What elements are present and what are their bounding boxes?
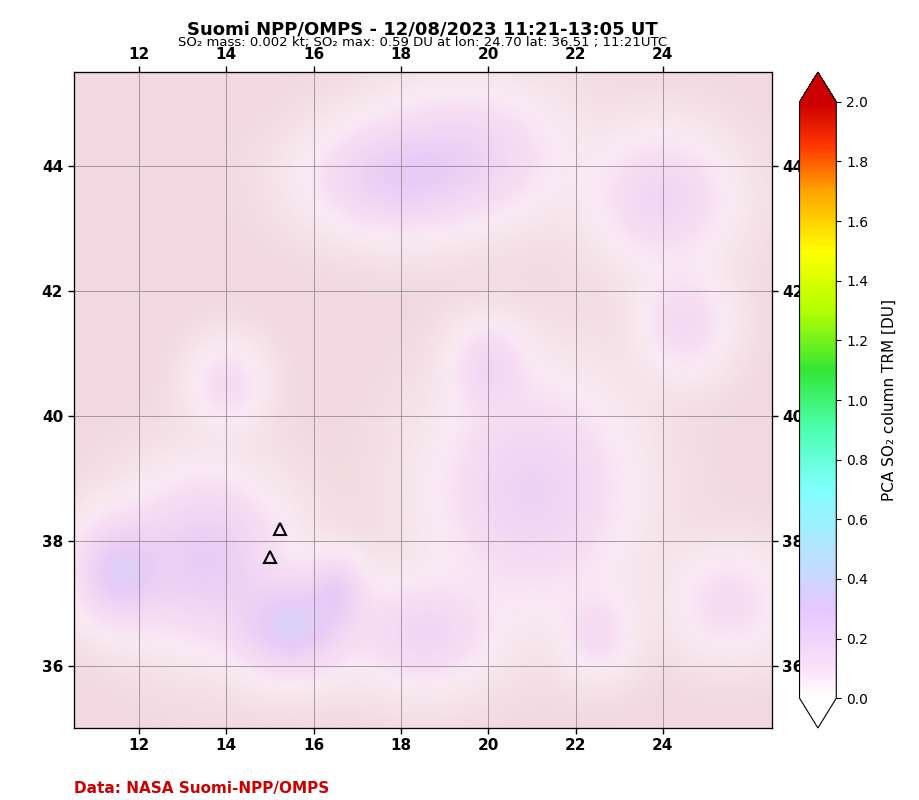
Y-axis label: PCA SO₂ column TRM [DU]: PCA SO₂ column TRM [DU]	[882, 299, 897, 501]
Text: Data: NASA Suomi-NPP/OMPS: Data: NASA Suomi-NPP/OMPS	[74, 781, 329, 796]
PathPatch shape	[800, 72, 836, 102]
PathPatch shape	[800, 698, 836, 728]
Text: SO₂ mass: 0.002 kt; SO₂ max: 0.59 DU at lon: 24.70 lat: 36.51 ; 11:21UTC: SO₂ mass: 0.002 kt; SO₂ max: 0.59 DU at …	[178, 36, 667, 49]
Text: Suomi NPP/OMPS - 12/08/2023 11:21-13:05 UT: Suomi NPP/OMPS - 12/08/2023 11:21-13:05 …	[187, 20, 658, 38]
